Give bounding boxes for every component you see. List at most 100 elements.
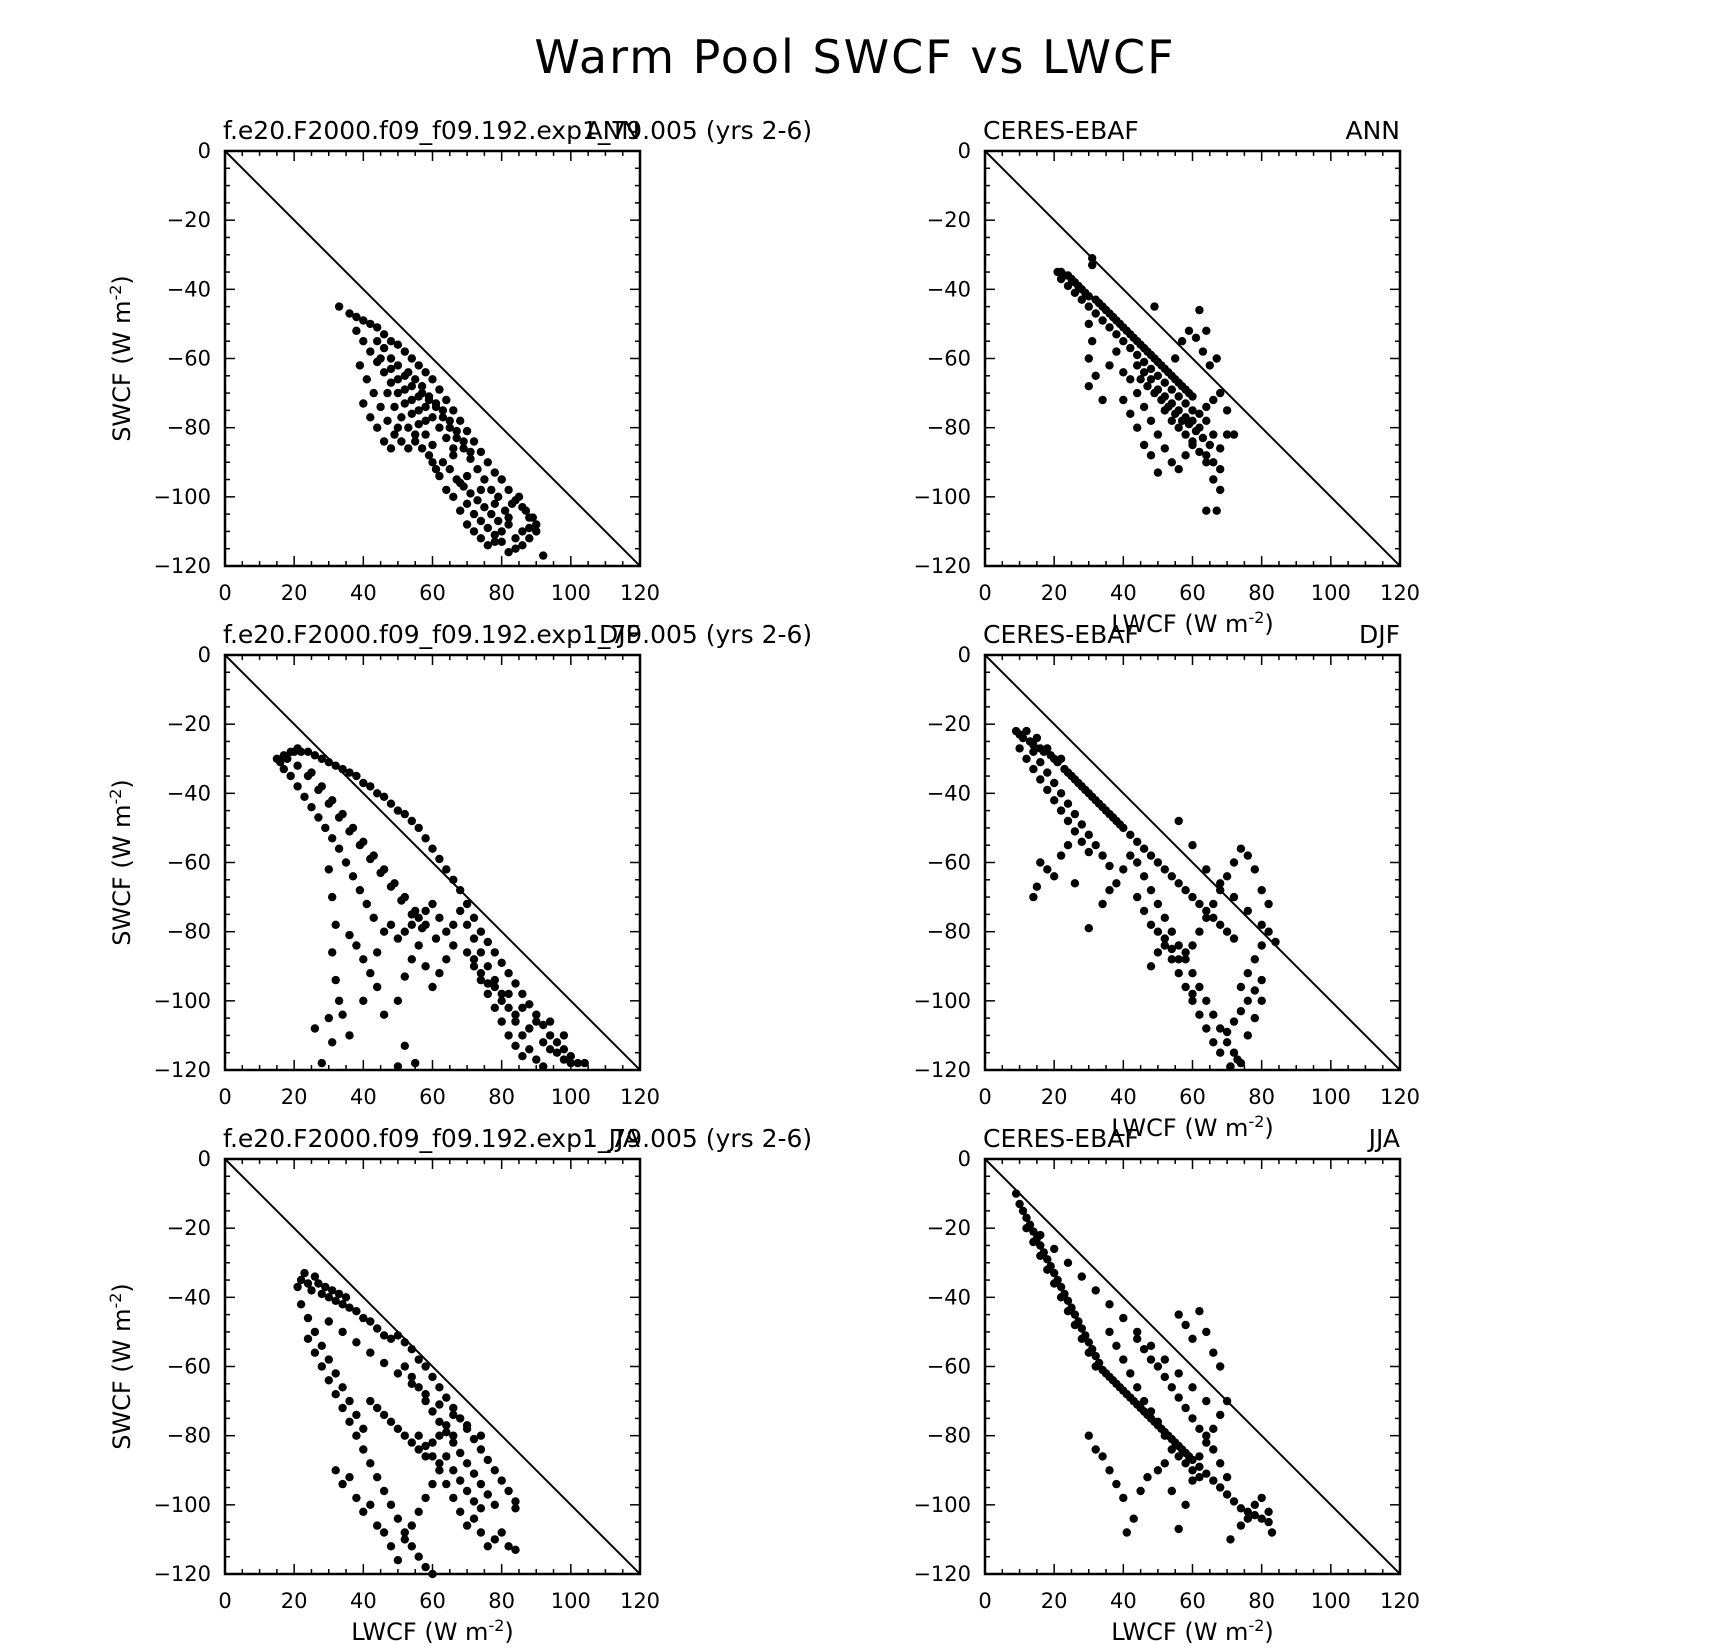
data-point [1112,1341,1121,1351]
data-point [1063,1296,1073,1306]
data-point [407,395,416,405]
data-point [379,343,389,353]
data-point [442,433,451,443]
data-point [317,1289,326,1299]
data-point [307,803,316,812]
data-point [1181,413,1190,422]
data-point [1032,733,1042,743]
data-point [483,979,492,988]
data-point [449,941,458,950]
data-point [462,426,472,436]
panel-title-right: ANN [1345,116,1400,145]
data-point [1195,1452,1204,1461]
y-tick-label: −100 [153,485,211,509]
data-point [421,368,430,377]
data-point [435,969,444,978]
data-point [462,899,472,909]
y-axis-label: SWCF (W m-2) [106,1283,137,1450]
data-point [393,423,403,432]
data-point [345,768,354,777]
data-point [442,927,451,936]
data-point [345,1303,354,1312]
data-point [386,799,396,808]
reference-line [984,1158,1401,1575]
data-point [511,544,520,553]
data-point [1136,1486,1145,1496]
data-point [1209,395,1218,405]
data-point [1257,941,1266,950]
data-point [494,492,503,501]
data-point [1257,996,1266,1005]
data-point [373,789,382,798]
data-point [379,330,389,339]
data-point [1146,416,1156,425]
data-point [1077,837,1087,846]
y-tick-label: −100 [913,1493,971,1517]
x-tick-label: 0 [218,581,231,605]
data-point [1188,841,1197,850]
x-axis-label: LWCF (W m-2) [1111,1616,1274,1647]
data-point [331,1390,340,1399]
data-point [1036,1241,1045,1250]
y-tick-label: −20 [167,1216,211,1240]
data-point [500,506,510,515]
data-point [497,1476,506,1485]
data-point [1188,1383,1197,1392]
data-point [1195,305,1204,315]
data-point [1043,744,1052,753]
data-point [283,754,292,763]
data-point [1139,844,1149,853]
reference-line [224,150,641,567]
data-point [386,920,396,929]
data-point [414,1552,423,1561]
data-point [400,1362,409,1371]
figure-title: Warm Pool SWCF vs LWCF [534,30,1176,84]
data-point [1153,1417,1163,1427]
data-point [1015,744,1024,753]
data-point [518,1052,527,1061]
data-point [1257,975,1266,985]
data-point [1036,1251,1045,1261]
data-point [407,1379,416,1389]
data-point [1216,1024,1225,1033]
data-point [1160,865,1170,874]
data-point [334,1289,344,1299]
data-point [1229,892,1239,902]
y-tick-label: 0 [198,1147,211,1171]
data-point [1036,758,1045,767]
data-point [1139,440,1149,450]
data-point [1150,302,1159,311]
data-point [303,1279,313,1288]
data-point [476,1445,486,1454]
data-point [331,1369,340,1378]
data-point [411,375,420,384]
data-point [379,1528,389,1537]
data-point [379,1010,389,1019]
y-tick-label: 0 [958,1147,971,1171]
data-point [366,782,375,791]
data-point [1119,368,1128,377]
data-point [1043,785,1052,795]
data-point [421,1362,430,1371]
y-tick-label: −80 [927,416,971,440]
data-point [355,886,365,895]
data-point [1139,906,1149,916]
data-point [532,1010,541,1019]
data-point [1126,1369,1135,1378]
data-point [1209,913,1218,922]
data-point [345,1031,354,1040]
data-point [1216,1048,1225,1057]
data-point [1202,458,1211,467]
data-point [476,969,486,978]
scatter-panel-4: 0 20 40 60 80 100 120 0 −20 −40 −60 −80 −100 −120 CERE… [913,620,1420,1142]
data-point [411,906,420,916]
data-point [473,465,482,474]
data-point [1126,409,1135,418]
data-point [407,816,416,826]
x-tick-label: 60 [1179,1085,1206,1109]
x-tick-label: 120 [1380,1589,1420,1613]
data-point [1236,1504,1246,1513]
data-point [331,761,340,770]
data-point [1032,882,1042,891]
data-point [1139,1396,1149,1406]
